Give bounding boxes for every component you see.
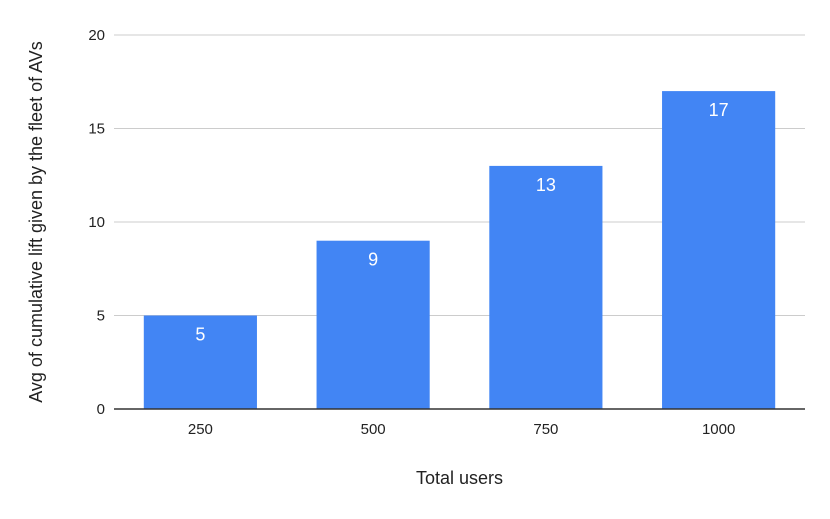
x-axis-ticks: 250 500 750 1000	[188, 421, 735, 438]
bar-value-label: 5	[195, 325, 205, 345]
y-tick-label: 15	[88, 121, 105, 138]
bars	[143, 91, 776, 409]
y-tick-label: 10	[88, 214, 105, 231]
x-tick-label: 500	[361, 421, 386, 438]
bar-value-label: 13	[536, 175, 556, 195]
x-axis-title: Total users	[416, 468, 503, 488]
y-axis-ticks: 0 5 10 15 20	[88, 27, 105, 418]
y-axis-title: Avg of cumulative lift given by the flee…	[26, 41, 46, 403]
bar-value-label: 9	[368, 250, 378, 270]
bar	[143, 315, 257, 409]
y-tick-label: 0	[97, 401, 105, 418]
bar-value-label: 17	[709, 100, 729, 120]
data-labels: 5 9 13 17	[195, 100, 728, 344]
x-tick-label: 250	[188, 421, 213, 438]
bar	[316, 240, 430, 409]
y-tick-label: 5	[97, 308, 105, 325]
x-tick-label: 750	[533, 421, 558, 438]
y-tick-label: 20	[88, 27, 105, 44]
bar	[489, 165, 603, 409]
x-tick-label: 1000	[702, 421, 735, 438]
bar	[662, 91, 776, 409]
